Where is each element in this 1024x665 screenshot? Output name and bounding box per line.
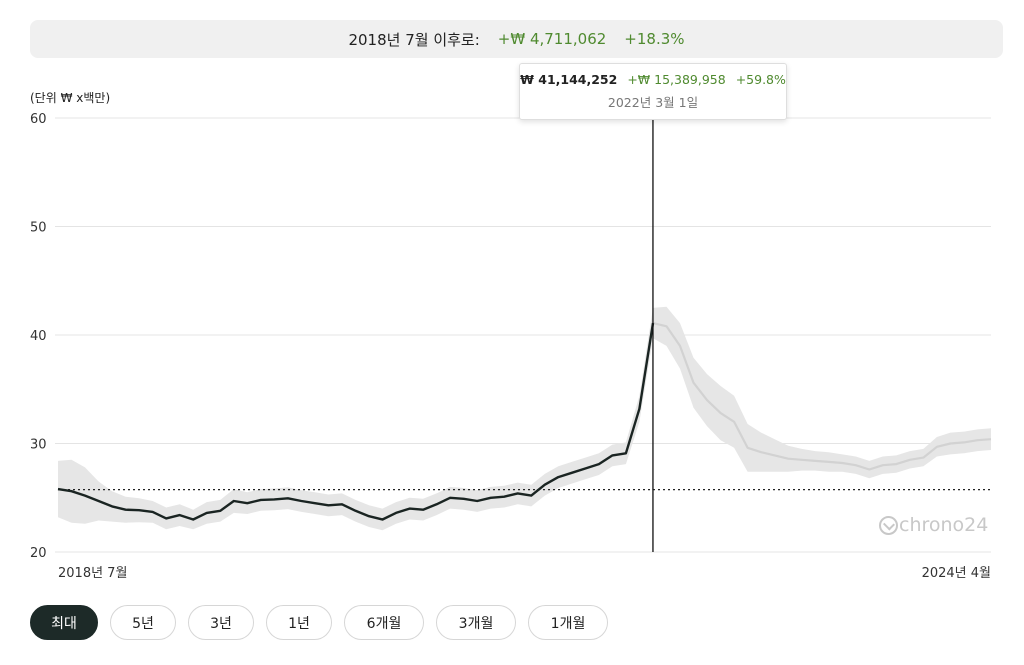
tooltip-value: ₩ 41,144,252 xyxy=(520,72,618,87)
summary-change: +₩ 4,711,062 xyxy=(497,30,607,48)
series-line-future xyxy=(652,322,992,471)
tooltip-percent: +59.8% xyxy=(735,72,786,87)
y-axis-unit-label: (단위 ₩ x백만) xyxy=(30,91,110,105)
chrono24-watermark: chrono24 xyxy=(879,514,988,536)
summary-percent: +18.3% xyxy=(624,30,685,48)
range-button-5y[interactable]: 5년 xyxy=(110,605,176,640)
y-tick-label: 60 xyxy=(30,112,47,127)
range-button-1y[interactable]: 1년 xyxy=(266,605,332,640)
watermark-text: chrono24 xyxy=(899,514,989,536)
y-tick-label: 50 xyxy=(30,221,47,236)
chart-tooltip: ₩ 41,144,252 +₩ 15,389,958 +59.8% 2022년 … xyxy=(519,63,787,120)
range-button-3m[interactable]: 3개월 xyxy=(436,605,516,640)
chrono24-logo-icon xyxy=(879,515,898,535)
x-tick-label: 2018년 7월 xyxy=(58,566,127,581)
range-button-1m[interactable]: 1개월 xyxy=(528,605,608,640)
y-tick-label: 40 xyxy=(30,329,47,344)
summary-label: 2018년 7월 이후로: xyxy=(348,30,480,49)
tooltip-date: 2022년 3월 1일 xyxy=(607,95,699,110)
summary-bar: 2018년 7월 이후로: +₩ 4,711,062 +18.3% xyxy=(30,20,1003,58)
y-tick-label: 30 xyxy=(30,438,47,453)
range-selector: 최대 5년 3년 1년 6개월 3개월 1개월 xyxy=(30,605,620,640)
tooltip-values: ₩ 41,144,252 +₩ 15,389,958 +59.8% xyxy=(520,72,786,87)
range-button-max[interactable]: 최대 xyxy=(30,605,98,640)
range-button-3y[interactable]: 3년 xyxy=(188,605,254,640)
range-button-6m[interactable]: 6개월 xyxy=(344,605,424,640)
x-tick-label: 2024년 4월 xyxy=(922,566,991,581)
y-tick-label: 20 xyxy=(30,546,47,561)
tooltip-change: +₩ 15,389,958 xyxy=(627,72,726,87)
series-line xyxy=(57,322,655,521)
confidence-band xyxy=(58,306,991,531)
